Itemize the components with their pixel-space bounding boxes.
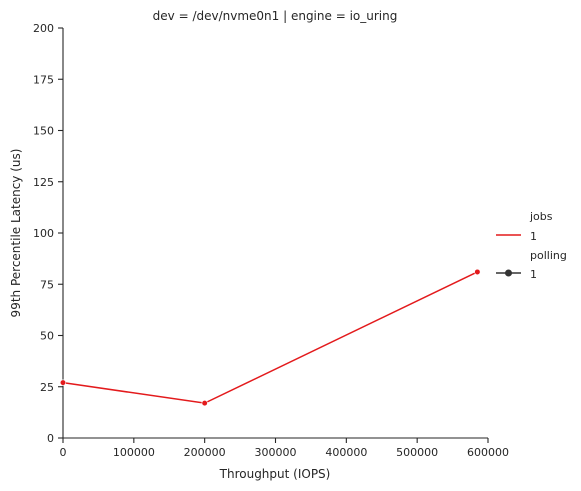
data-point: [59, 379, 67, 386]
data-point: [474, 268, 481, 276]
y-axis-label: 99th Percentile Latency (us): [9, 149, 23, 318]
y-tick-label: 125: [33, 176, 54, 189]
y-tick-label: 100: [33, 227, 54, 240]
series-layer: [59, 268, 481, 407]
data-point: [201, 400, 208, 407]
x-ticks: 0 100000 200000 300000 400000 500000 600000: [60, 438, 509, 459]
y-tick-label: 75: [40, 278, 54, 291]
x-tick-label: 100000: [113, 446, 155, 459]
legend: jobs 1 polling 1: [496, 210, 567, 281]
x-axis-label: Throughput (IOPS): [219, 467, 331, 481]
x-tick-label: 400000: [325, 446, 367, 459]
x-tick-label: 200000: [184, 446, 226, 459]
y-tick-label: 50: [40, 330, 54, 343]
legend-title-jobs: jobs: [529, 210, 553, 223]
legend-label-polling-1: 1: [530, 268, 537, 281]
y-tick-label: 0: [47, 432, 54, 445]
series-line: [62, 271, 478, 404]
x-tick-label: 300000: [255, 446, 297, 459]
y-ticks: 0 25 50 75 100 125 150 175 200: [33, 22, 63, 445]
y-tick-label: 25: [40, 381, 54, 394]
x-tick-label: 500000: [396, 446, 438, 459]
chart-title: dev = /dev/nvme0n1 | engine = io_uring: [153, 9, 398, 23]
legend-label-jobs-1: 1: [530, 230, 537, 243]
y-tick-label: 150: [33, 125, 54, 138]
x-tick-label: 600000: [467, 446, 509, 459]
legend-swatch-polling-1-marker: [505, 269, 512, 277]
plot-area: 0 100000 200000 300000 400000 500000 600000 0 2…: [33, 22, 509, 459]
x-tick-label: 0: [60, 446, 67, 459]
legend-title-polling: polling: [530, 249, 567, 262]
y-tick-label: 200: [33, 22, 54, 35]
y-tick-label: 175: [33, 73, 54, 86]
